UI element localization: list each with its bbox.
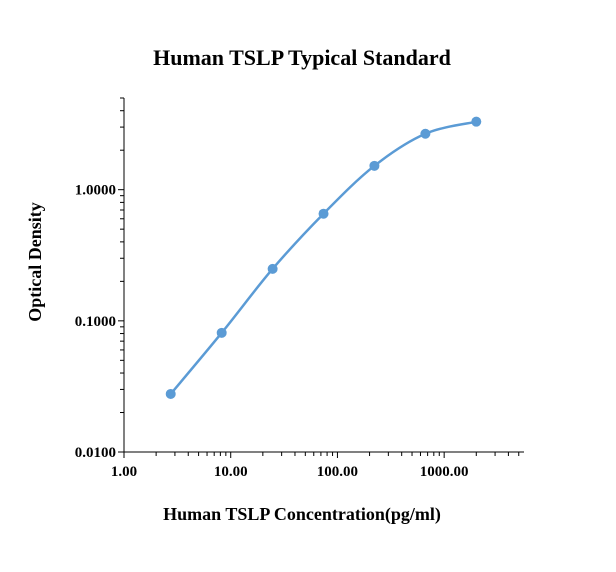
y-tick-label: 0.1000 bbox=[75, 314, 116, 330]
data-point bbox=[420, 128, 431, 139]
chart-title: Human TSLP Typical Standard bbox=[153, 45, 451, 70]
series-line bbox=[169, 120, 477, 395]
y-tick-label: 0.0100 bbox=[75, 445, 116, 461]
data-point bbox=[471, 116, 482, 127]
x-tick-label: 1.00 bbox=[111, 464, 137, 480]
data-point bbox=[267, 263, 278, 274]
x-tick-label: 10.00 bbox=[214, 464, 248, 480]
x-tick-label: 1000.00 bbox=[420, 464, 469, 480]
data-point bbox=[318, 208, 329, 219]
y-axis-label: Optical Density bbox=[25, 202, 45, 322]
x-tick-label: 100.00 bbox=[317, 464, 358, 480]
y-tick-label: 1.0000 bbox=[75, 183, 116, 199]
data-point bbox=[369, 160, 380, 171]
x-axis-label: Human TSLP Concentration(pg/ml) bbox=[163, 504, 441, 525]
data-point bbox=[165, 388, 176, 399]
data-point bbox=[216, 327, 227, 338]
